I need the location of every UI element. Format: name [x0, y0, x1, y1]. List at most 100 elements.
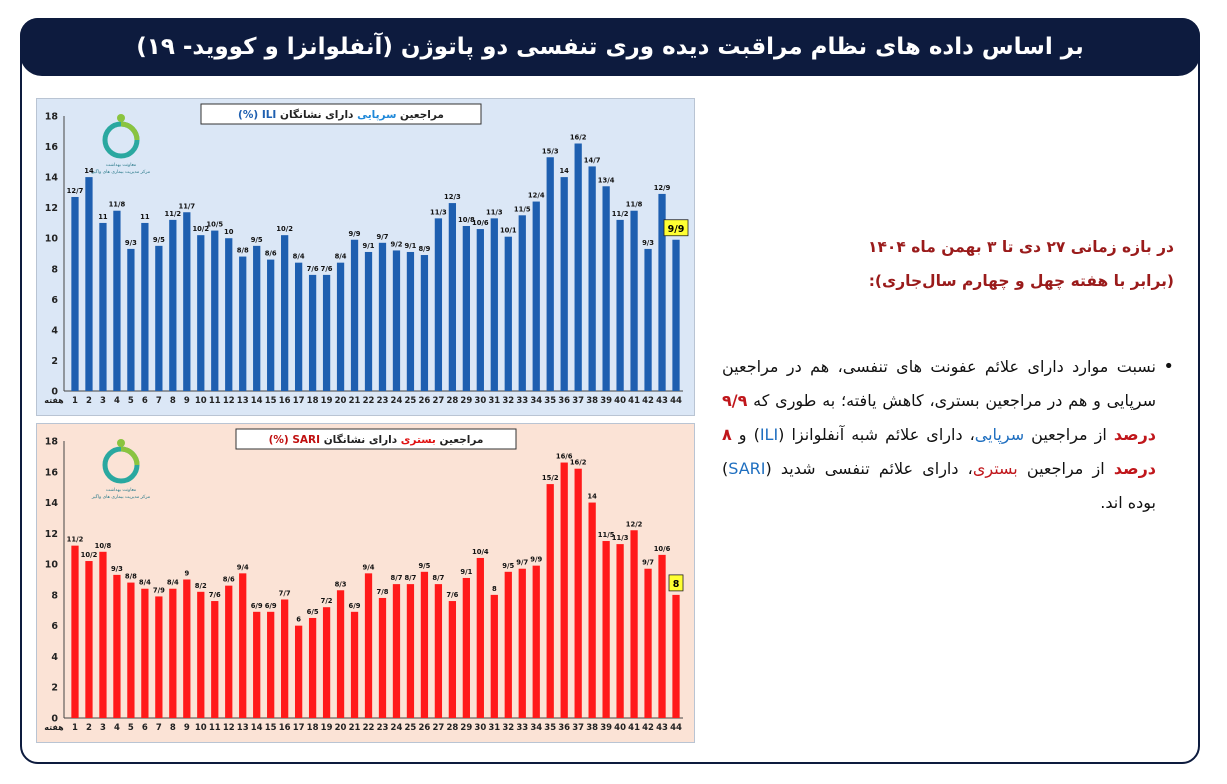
x-tick-label: 4: [114, 723, 120, 733]
data-label: 10/6: [654, 545, 671, 553]
period-line-2: (برابر با هفته چهل و چهارم سال‌جاری):: [868, 272, 1174, 290]
x-tick-label: 26: [418, 723, 430, 733]
ili-word: ILI: [759, 425, 779, 444]
logo-arc: [120, 121, 140, 141]
data-label: 9/5: [418, 562, 430, 570]
bar: [448, 203, 457, 391]
inpatient-word: بستری: [972, 459, 1018, 478]
bar: [239, 573, 247, 718]
x-tick-label: 39: [600, 396, 612, 406]
data-label: 11/8: [109, 201, 126, 209]
data-label: 11/5: [514, 205, 531, 213]
x-tick-label: 26: [418, 396, 430, 406]
bar: [378, 597, 387, 718]
y-tick-label: 14: [45, 498, 59, 509]
data-label: 11/5: [598, 531, 615, 539]
data-label: 8: [673, 579, 680, 590]
data-label: 6/5: [307, 608, 319, 616]
x-tick-label: 35: [544, 723, 556, 733]
y-tick-label: 6: [51, 621, 58, 632]
bar: [127, 248, 135, 391]
data-label: 9: [184, 570, 189, 578]
x-tick-label: 33: [516, 396, 528, 406]
x-tick-label: 38: [586, 396, 598, 406]
data-label: 10/2: [81, 551, 98, 559]
data-label: 9/1: [460, 568, 472, 576]
data-label: 7/6: [307, 265, 319, 273]
x-tick-label: 16: [279, 396, 291, 406]
bar: [574, 468, 582, 718]
x-tick-label: 20: [335, 723, 347, 733]
bar: [225, 585, 233, 718]
bar: [658, 554, 666, 718]
data-label: 11: [140, 213, 150, 221]
bar: [85, 561, 93, 718]
y-tick-label: 18: [45, 112, 59, 123]
data-label: 8/4: [293, 253, 305, 261]
bullet-dot-icon: •: [1163, 356, 1174, 377]
y-tick-label: 16: [45, 142, 59, 153]
ili-chart: 0 2 4 6 8 10 12 14 16 18 1 12/7 2 14 3 11 4 11/8 5 9/3 6 11 7 9…: [36, 98, 695, 416]
bar: [532, 201, 540, 391]
bar: [322, 274, 331, 391]
bar: [574, 143, 582, 391]
bar: [434, 584, 443, 718]
bar: [420, 255, 429, 391]
x-tick-label: 35: [544, 396, 556, 406]
y-tick-label: 4: [51, 325, 58, 336]
data-label: 10/4: [472, 548, 489, 556]
data-label: 9/5: [153, 236, 165, 244]
y-tick-label: 6: [51, 295, 58, 306]
data-label: 12/2: [626, 520, 643, 528]
data-label: 10/8: [458, 216, 475, 224]
bar: [434, 218, 443, 391]
data-label: 7/6: [446, 591, 458, 599]
bar: [71, 545, 79, 718]
x-tick-label: 32: [502, 396, 514, 406]
data-label: 9/7: [642, 559, 654, 567]
y-tick-label: 8: [51, 264, 58, 275]
y-tick-label: 12: [45, 529, 58, 540]
bar: [490, 594, 498, 718]
chart-title-colored: بستری: [401, 434, 436, 446]
x-tick-label: 2: [86, 396, 92, 406]
data-label: 9/1: [363, 242, 375, 250]
x-tick-label: 5: [128, 723, 134, 733]
y-tick-label: 8: [51, 590, 58, 601]
data-label: 11/8: [626, 201, 643, 209]
x-tick-label: 1: [72, 396, 78, 406]
bar: [197, 235, 205, 391]
page-title-banner: بر اساس داده های نظام مراقبت دیده وری تن…: [20, 18, 1200, 76]
logo-text: معاونت بهداشت: [106, 163, 137, 168]
x-tick-label: 41: [628, 396, 640, 406]
bar: [406, 251, 415, 391]
chart-title-prefix: مراجعین: [436, 434, 484, 446]
x-tick-label: 39: [600, 723, 612, 733]
data-label: 11/3: [486, 208, 503, 216]
data-label: 9/4: [237, 563, 249, 571]
summary-panel: در بازه زمانی ۲۷ دی تا ۳ بهمن ماه ۱۴۰۴ (…: [722, 230, 1174, 520]
x-tick-label: 32: [502, 723, 514, 733]
bar: [253, 245, 261, 391]
bar: [169, 219, 177, 391]
data-label: 15/3: [542, 147, 559, 155]
data-label: 9/4: [363, 563, 375, 571]
bar: [155, 245, 163, 391]
x-tick-label: 34: [530, 723, 542, 733]
chart-title-prefix: مراجعین: [396, 109, 444, 121]
x-tick-label: 15: [265, 396, 277, 406]
logo-dot: [117, 114, 125, 122]
bar: [602, 186, 610, 391]
bar: [183, 212, 191, 391]
x-tick-label: 31: [488, 723, 500, 733]
logo-icon: [102, 439, 140, 484]
bar: [322, 607, 331, 718]
period-line-1: در بازه زمانی ۲۷ دی تا ۳ بهمن ماه ۱۴۰۴: [867, 238, 1174, 256]
bullet-text: ، دارای علائم تنفسی شدید (: [765, 459, 973, 478]
x-tick-label: 22: [363, 723, 375, 733]
y-tick-label: 12: [45, 203, 58, 214]
data-label: 9/1: [404, 242, 416, 250]
data-label: 9/7: [516, 559, 528, 567]
bar: [253, 611, 261, 718]
highlight-box: [663, 219, 689, 237]
